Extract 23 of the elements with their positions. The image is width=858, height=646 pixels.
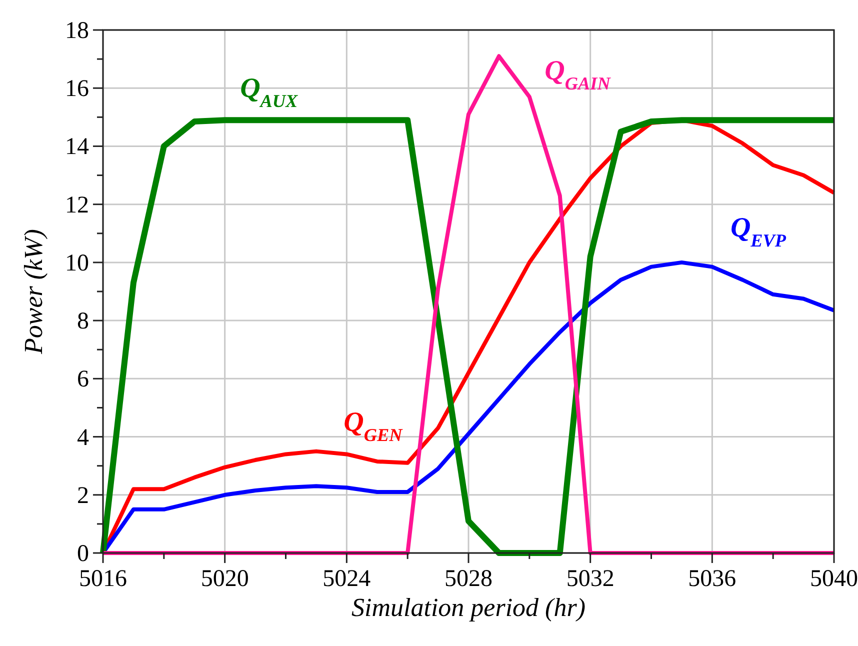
y-tick-label: 10: [65, 250, 89, 276]
x-tick-label: 5016: [79, 566, 127, 592]
x-tick-label: 5036: [688, 566, 736, 592]
y-tick-label: 6: [77, 366, 89, 393]
x-tick-label: 5028: [444, 566, 492, 592]
y-tick-label: 16: [65, 76, 89, 102]
y-axis-title: Power (kW): [19, 229, 48, 355]
y-tick-label: 4: [77, 424, 89, 451]
series-label: Q$_{AUX}$: [240, 72, 299, 111]
y-tick-label: 18: [65, 18, 89, 44]
x-tick-label: 5020: [200, 566, 249, 592]
y-tick-label: 14: [65, 134, 89, 160]
x-tick-label: 5032: [566, 566, 614, 592]
series-label: Q$_{EVP}$: [730, 212, 787, 250]
y-tick-label: 8: [77, 308, 89, 335]
series-label: Q$_{GEN}$: [344, 406, 404, 445]
x-tick-label: 5040: [810, 566, 858, 592]
series-label: Q$_{GAIN}$: [544, 55, 612, 94]
y-tick-label: 2: [77, 482, 89, 509]
x-axis-title: Simulation period (hr): [352, 593, 586, 622]
x-tick-label: 5024: [322, 566, 371, 592]
y-tick-label: 0: [77, 541, 89, 567]
y-tick-label: 12: [65, 192, 89, 218]
